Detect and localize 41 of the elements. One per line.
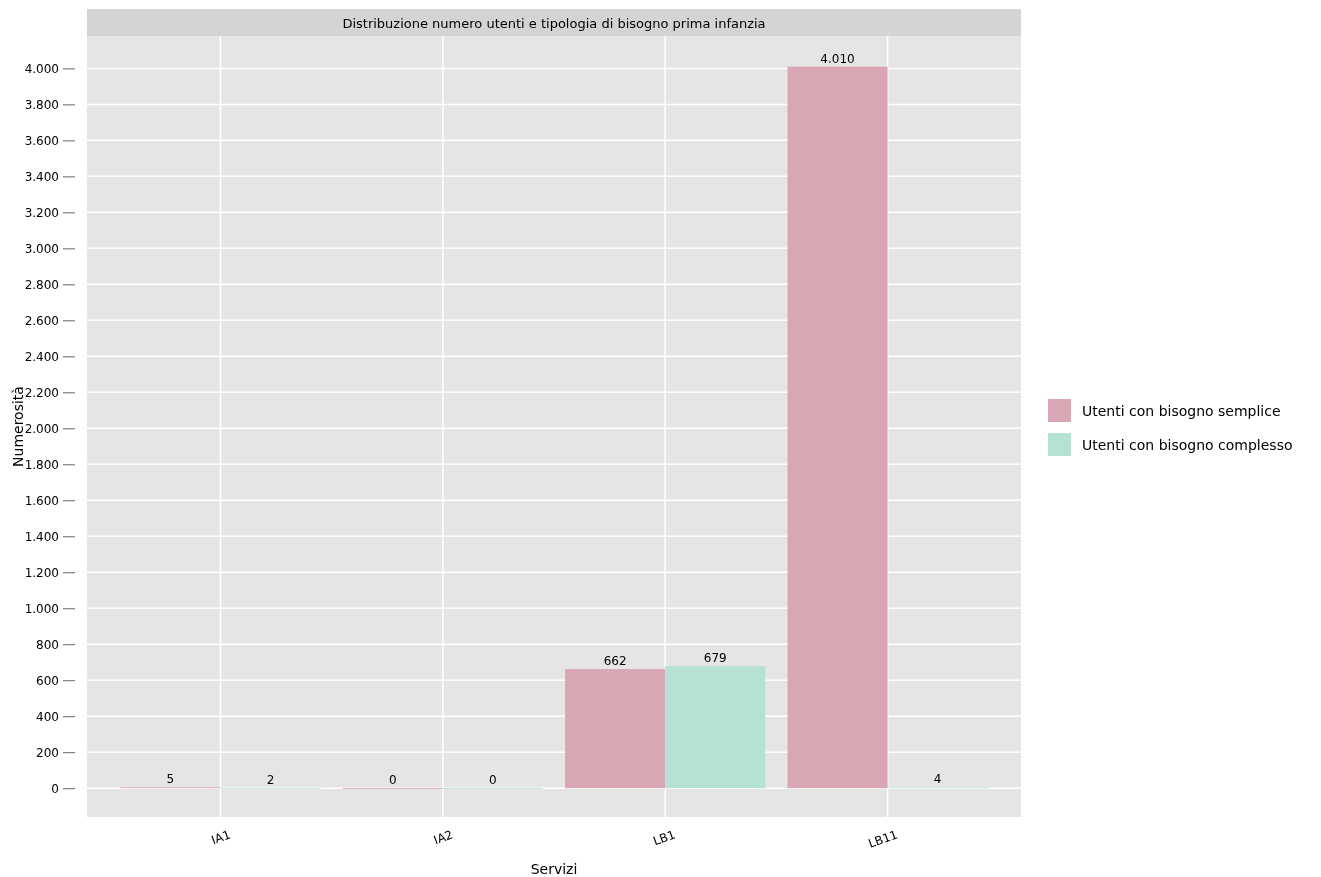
x-axis-title: Servizi <box>530 861 578 877</box>
y-tick-label: 0 <box>51 781 59 796</box>
bar <box>665 666 766 789</box>
y-tick-label: 1.200 <box>24 565 59 580</box>
data-label: 5 <box>166 772 175 787</box>
x-tick-label: IA2 <box>431 827 455 848</box>
x-tick-label: LB1 <box>651 827 678 849</box>
data-label: 2 <box>266 772 275 787</box>
y-tick-label: 800 <box>36 637 59 652</box>
y-tick-label: 1.600 <box>24 493 59 508</box>
data-label: 0 <box>388 773 397 788</box>
data-label: 679 <box>703 651 727 666</box>
data-label: 4.010 <box>820 51 855 66</box>
y-tick-label: 1.400 <box>24 529 59 544</box>
legend-label: Utenti con bisogno complesso <box>1082 437 1293 453</box>
y-tick-label: 200 <box>36 745 59 760</box>
y-tick-label: 3.200 <box>24 205 59 220</box>
y-tick-label: 3.600 <box>24 133 59 148</box>
y-tick-label: 3.400 <box>24 169 59 184</box>
chart-title: Distribuzione numero utenti e tipologia di bisogno prima infanzia <box>342 16 766 31</box>
y-tick-label: 3.000 <box>24 241 59 256</box>
data-label: 4 <box>933 772 942 787</box>
y-tick-label: 400 <box>36 709 59 724</box>
legend-label: Utenti con bisogno semplice <box>1082 403 1281 419</box>
data-label: 0 <box>489 773 497 788</box>
y-tick-label: 4.000 <box>24 61 59 76</box>
x-tick-label: LB11 <box>866 827 900 851</box>
y-tick-label: 2.200 <box>24 385 59 400</box>
bar <box>787 66 888 789</box>
y-tick-label: 1.000 <box>24 601 59 616</box>
y-tick-label: 1.800 <box>24 457 59 472</box>
y-axis-title: Numerosità <box>10 386 26 467</box>
y-tick-label: 2.000 <box>24 421 59 436</box>
y-tick-label: 2.800 <box>24 277 59 292</box>
y-tick-label: 2.600 <box>24 313 59 328</box>
y-tick-label: 2.400 <box>24 349 59 364</box>
x-tick-label: IA1 <box>209 827 233 848</box>
y-tick-label: 600 <box>36 673 59 688</box>
data-label: 662 <box>603 654 627 669</box>
bar <box>565 669 666 789</box>
y-tick-label: 3.800 <box>24 97 59 112</box>
